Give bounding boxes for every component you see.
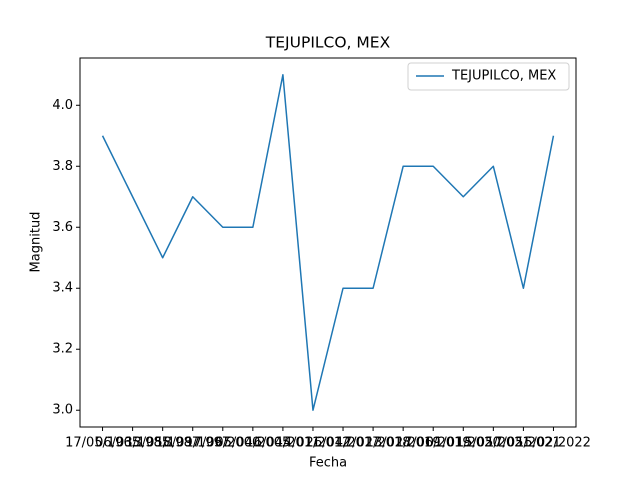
x-tick-label: 17/05/2021 xyxy=(486,436,561,451)
legend-label: TEJUPILCO, MEX xyxy=(451,69,556,84)
y-tick-label: 3.6 xyxy=(52,220,73,235)
y-tick-label: 3.8 xyxy=(52,159,73,174)
x-tick-label: 17/05/1965 xyxy=(65,436,140,451)
y-axis-label: Magnitud xyxy=(29,212,44,273)
x-tick-label: 15/02/2022 xyxy=(516,436,591,451)
plot-frame xyxy=(79,57,577,428)
y-tick-label: 3.4 xyxy=(52,281,73,296)
x-tick-label: 17/06/2000 xyxy=(185,436,260,451)
y-tick-label: 3.0 xyxy=(52,403,73,418)
x-tick-label: 17/06/2019 xyxy=(396,436,471,451)
x-tick-label: 18/09/1997 xyxy=(155,436,230,451)
x-tick-label: 14/01/2012 xyxy=(276,436,351,451)
line-series xyxy=(101,74,555,411)
x-tick-label: 26/04/2017 xyxy=(306,436,381,451)
x-tick-label: 13/02/2019 xyxy=(366,436,441,451)
x-tick-label: 17/02/2018 xyxy=(336,436,411,451)
x-tick-label: 06/03/1985 xyxy=(95,436,170,451)
y-tick-label: 3.2 xyxy=(52,342,73,357)
x-axis-label: Fecha xyxy=(309,456,347,471)
x-tick-label: 05/04/2005 xyxy=(215,436,290,451)
x-tick-label: 15/05/2021 xyxy=(456,436,531,451)
y-tick-label: 4.0 xyxy=(52,98,73,113)
chart-title: TEJUPILCO, MEX xyxy=(265,34,391,52)
x-tick-label: 13/05/1987 xyxy=(125,436,200,451)
x-tick-label: 01/01/2020 xyxy=(426,436,501,451)
x-tick-label: 16/04/2011 xyxy=(245,436,320,451)
legend-box xyxy=(407,62,570,91)
